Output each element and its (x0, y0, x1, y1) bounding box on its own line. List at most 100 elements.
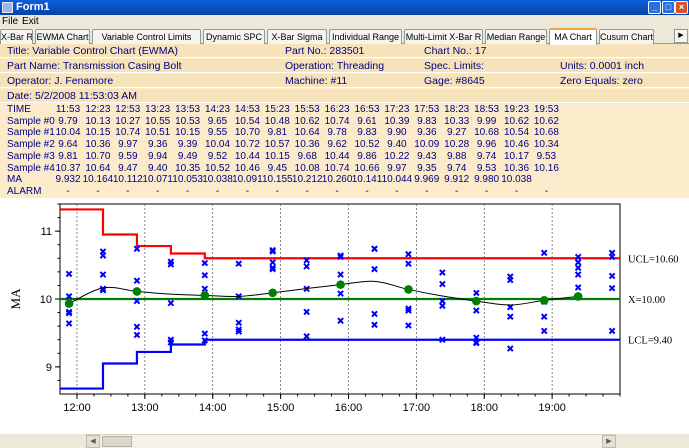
table-cell: 10.04 (55, 127, 81, 139)
sample-point (574, 264, 582, 272)
table-row: Sample #0 9.79 10.13 10.27 10.55 10.53 9.65 10.… (0, 116, 689, 128)
tab-xbar-sigma[interactable]: X-Bar Sigma (267, 29, 327, 44)
table-cell: 10.22 (384, 150, 410, 162)
sample-point (608, 249, 616, 257)
x-tick-label: 18:00 (470, 402, 498, 414)
sample-point (608, 284, 616, 292)
sample-point (235, 328, 243, 335)
ma-control-chart: 12:00 13:00 14:00 15:00 16:00 17:00 18:00 19:00… (8, 203, 679, 414)
table-cell: 17:53 (414, 104, 440, 115)
tab-dynamic-spc[interactable]: Dynamic SPC (203, 29, 265, 44)
table-cell: 10.68 (474, 127, 500, 139)
tab-variable-control-limits[interactable]: Variable Control Limits (92, 29, 201, 44)
ma-point (200, 291, 210, 300)
ucl-line (60, 208, 620, 260)
sample-point (133, 245, 141, 253)
title-bar[interactable]: Form1 _ □ × (0, 0, 689, 15)
table-cell: 16:53 (354, 104, 380, 115)
table-cell: 9.980 (474, 174, 500, 186)
table-cell: 9.74 (446, 162, 467, 174)
sample-point (201, 259, 209, 267)
table-cell: 10.52 (204, 162, 231, 174)
table-cell: 10.36 (294, 139, 320, 151)
ucl-label: UCL=10.60 (628, 254, 679, 265)
table-cell: 9.99 (476, 115, 497, 127)
table-cell: - (335, 185, 339, 197)
table-cell: 10.15 (264, 150, 290, 162)
table-cell: 9.35 (417, 162, 437, 174)
tab-median-range[interactable]: Median Range (485, 29, 547, 44)
sample-point (201, 271, 209, 279)
sample-point (65, 308, 73, 316)
menu-file[interactable]: File (2, 16, 19, 27)
sample-point (574, 253, 582, 261)
sample-point (574, 284, 582, 291)
sample-point (337, 252, 344, 259)
table-cell: 10.35 (175, 162, 201, 174)
sample-point (473, 307, 480, 314)
header-row-3: Operator: J. Fenamore Machine: #11 Gage:… (0, 74, 689, 88)
minimize-button[interactable]: _ (648, 1, 661, 14)
tab-ma-chart[interactable]: MA Chart (549, 28, 597, 45)
table-cell: 9.97 (118, 139, 138, 151)
table-cell: 13:53 (175, 104, 201, 115)
scroll-thumb[interactable] (102, 436, 132, 447)
sample-point (133, 277, 141, 284)
tab-multi-limit-xbar-r[interactable]: Multi-Limit X-Bar R (404, 29, 483, 44)
part-name: Part Name: Transmission Casing Bolt (7, 60, 182, 72)
scroll-right-button[interactable]: ▶ (602, 435, 616, 448)
table-cell: 9.53 (536, 150, 557, 162)
lcl-line (60, 338, 620, 390)
table-cell: 9.86 (357, 150, 377, 162)
table-cell: 10.044 (381, 174, 413, 186)
tab-scroll-right-button[interactable]: ▶ (674, 29, 688, 43)
sample-point (540, 313, 548, 320)
table-cell: - (215, 185, 220, 197)
ma-point (336, 280, 345, 289)
table-cell: 9.96 (476, 139, 497, 151)
sample-point (540, 327, 548, 335)
row-label: Sample #1 (7, 127, 55, 139)
menu-exit[interactable]: Exit (22, 16, 39, 27)
sample-point (608, 272, 616, 280)
table-cell: - (126, 185, 130, 197)
table-cell: 9.47 (118, 162, 138, 174)
scroll-left-button[interactable]: ◀ (86, 435, 100, 448)
table-cell: 10.70 (85, 150, 111, 162)
table-cell: 9.59 (118, 150, 138, 162)
table-cell: 10.36 (85, 139, 111, 151)
sample-point (608, 327, 616, 335)
table-cell: 10.70 (234, 127, 260, 139)
sample-point (303, 263, 310, 270)
table-cell: 15:23 (264, 104, 290, 115)
table-cell: 10.141 (351, 174, 383, 186)
table-cell: 9.90 (387, 127, 407, 139)
x-tick-label: 19:00 (538, 402, 566, 414)
sample-point (99, 252, 107, 259)
sample-point (371, 310, 378, 318)
close-button[interactable]: × (675, 1, 688, 14)
sample-point (133, 331, 141, 339)
horizontal-scrollbar[interactable]: ◀ ▶ (86, 434, 616, 448)
table-cell: 13:23 (145, 104, 171, 115)
table-cell: 10.39 (384, 115, 410, 127)
y-tick-label: 11 (41, 226, 52, 238)
tab-xbar-r[interactable]: X-Bar R (0, 29, 33, 44)
table-cell: 10.53 (175, 115, 201, 127)
maximize-button[interactable]: □ (662, 1, 675, 14)
tab-individual-range[interactable]: Individual Range (329, 29, 402, 44)
table-cell: 15:53 (294, 104, 320, 115)
tab-cusum-chart[interactable]: Cusum Chart (599, 29, 654, 44)
table-cell: 9.81 (267, 127, 288, 139)
table-cell: - (305, 185, 309, 197)
table-cell: 9.45 (267, 162, 288, 174)
sample-point (167, 261, 175, 268)
table-cell: 10.34 (533, 139, 559, 151)
sample-point (405, 250, 412, 258)
sample-point (574, 259, 582, 266)
table-cell: 11:53 (55, 104, 81, 115)
tab-ewma-chart[interactable]: EWMA Chart (35, 29, 90, 44)
header-row-4: Date: 5/2/2008 11:53:03 AM (0, 89, 689, 103)
table-cell: - (156, 185, 160, 197)
